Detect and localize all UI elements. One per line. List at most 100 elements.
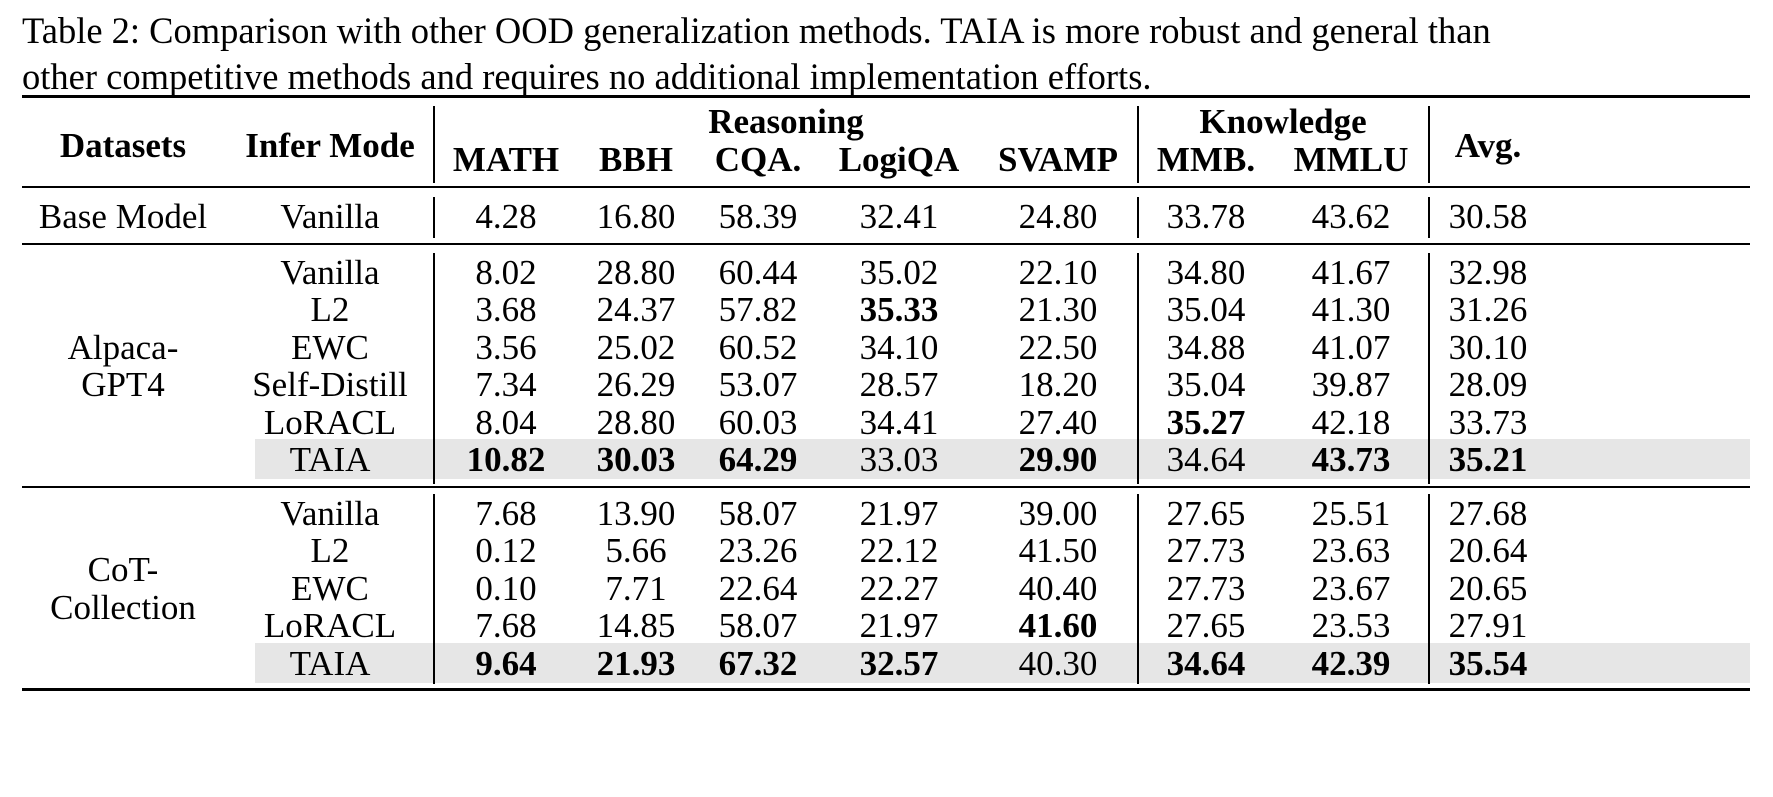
value-cell: 28.80 [596, 402, 676, 442]
value-cell: 33.03 [859, 440, 939, 479]
value-cell: 8.02 [475, 253, 537, 292]
value-cell: 31.26 [1448, 290, 1528, 330]
value-cell: 43.73 [1311, 440, 1391, 479]
value-cell: 33.73 [1448, 402, 1528, 442]
value-cell: 58.39 [718, 197, 798, 236]
highlight-row-background [255, 642, 1750, 683]
value-cell: 23.67 [1311, 568, 1391, 608]
value-cell: 35.54 [1448, 643, 1528, 683]
column-separator [1428, 106, 1430, 183]
header-group-knowledge: Knowledge [1199, 102, 1367, 141]
value-cell: 64.29 [718, 440, 798, 479]
dataset-label: CoT- [87, 550, 159, 590]
value-cell: 35.04 [1166, 365, 1246, 405]
column-separator [1428, 197, 1430, 238]
value-cell: 28.80 [596, 253, 676, 292]
value-cell: 29.90 [1018, 440, 1098, 479]
value-cell: 57.82 [718, 290, 798, 330]
value-cell: 23.26 [718, 531, 798, 571]
value-cell: 23.53 [1311, 606, 1391, 646]
header-rule [22, 186, 1750, 188]
value-cell: 58.07 [718, 494, 798, 533]
value-cell: 25.02 [596, 327, 676, 367]
value-cell: 22.12 [859, 531, 939, 571]
dataset-label: Collection [50, 587, 196, 627]
value-cell: 34.88 [1166, 327, 1246, 367]
value-cell: 58.07 [718, 606, 798, 646]
value-cell: 30.03 [596, 440, 676, 479]
highlight-row-background [255, 439, 1750, 479]
value-cell: 27.73 [1166, 531, 1246, 571]
value-cell: 41.50 [1018, 531, 1098, 571]
value-cell: 10.82 [466, 440, 546, 479]
value-cell: 24.37 [596, 290, 676, 330]
value-cell: 27.65 [1166, 606, 1246, 646]
value-cell: 7.68 [475, 606, 537, 646]
header-col-cqa: CQA. [714, 140, 802, 179]
value-cell: 21.93 [596, 643, 676, 683]
value-cell: 42.39 [1311, 643, 1391, 683]
header-col-mmlu: MMLU [1293, 140, 1409, 179]
value-cell: 41.67 [1311, 253, 1391, 292]
value-cell: 35.33 [859, 290, 939, 330]
infer-mode-cell: LoRACL [263, 402, 397, 442]
value-cell: 34.80 [1166, 253, 1246, 292]
value-cell: 34.64 [1166, 643, 1246, 683]
header-col-math: MATH [452, 140, 560, 179]
value-cell: 60.52 [718, 327, 798, 367]
column-separator [1137, 106, 1139, 183]
value-cell: 27.65 [1166, 494, 1246, 533]
infer-mode-cell: EWC [291, 568, 369, 608]
value-cell: 23.63 [1311, 531, 1391, 571]
value-cell: 35.02 [859, 253, 939, 292]
value-cell: 35.21 [1448, 440, 1528, 479]
value-cell: 41.30 [1311, 290, 1391, 330]
column-separator [433, 494, 435, 684]
value-cell: 9.64 [475, 643, 537, 683]
value-cell: 34.41 [859, 402, 939, 442]
value-cell: 40.40 [1018, 568, 1098, 608]
value-cell: 22.27 [859, 568, 939, 608]
infer-mode-cell: Vanilla [280, 253, 380, 292]
value-cell: 4.28 [475, 197, 537, 236]
value-cell: 30.58 [1448, 197, 1528, 236]
value-cell: 22.50 [1018, 327, 1098, 367]
value-cell: 28.57 [859, 365, 939, 405]
value-cell: 0.12 [475, 531, 537, 571]
header-infer-mode: Infer Mode [245, 126, 415, 165]
table-caption: Table 2: Comparison with other OOD gener… [22, 8, 1762, 100]
column-separator [433, 253, 435, 484]
dataset-label: Base Model [38, 197, 208, 236]
value-cell: 0.10 [475, 568, 537, 608]
value-cell: 42.18 [1311, 402, 1391, 442]
value-cell: 34.10 [859, 327, 939, 367]
infer-mode-cell: EWC [291, 327, 369, 367]
value-cell: 25.51 [1311, 494, 1391, 533]
value-cell: 27.40 [1018, 402, 1098, 442]
group-rule-2 [22, 486, 1750, 488]
column-separator [1137, 494, 1139, 684]
value-cell: 40.30 [1018, 643, 1098, 683]
bottom-rule [22, 688, 1750, 691]
value-cell: 21.30 [1018, 290, 1098, 330]
value-cell: 67.32 [718, 643, 798, 683]
column-separator [1428, 494, 1430, 684]
value-cell: 35.27 [1166, 402, 1246, 442]
value-cell: 20.64 [1448, 531, 1528, 571]
value-cell: 20.65 [1448, 568, 1528, 608]
column-separator [433, 106, 435, 183]
infer-mode-cell: L2 [310, 531, 350, 571]
value-cell: 24.80 [1018, 197, 1098, 236]
value-cell: 41.07 [1311, 327, 1391, 367]
header-group-reasoning: Reasoning [708, 102, 864, 141]
column-separator [1428, 253, 1430, 484]
value-cell: 7.71 [605, 568, 667, 608]
group-rule-1 [22, 243, 1750, 245]
infer-mode-cell: Self-Distill [252, 365, 408, 405]
value-cell: 7.34 [475, 365, 537, 405]
value-cell: 27.91 [1448, 606, 1528, 646]
top-rule [22, 95, 1750, 98]
value-cell: 34.64 [1166, 440, 1246, 479]
infer-mode-cell: Vanilla [280, 494, 380, 533]
